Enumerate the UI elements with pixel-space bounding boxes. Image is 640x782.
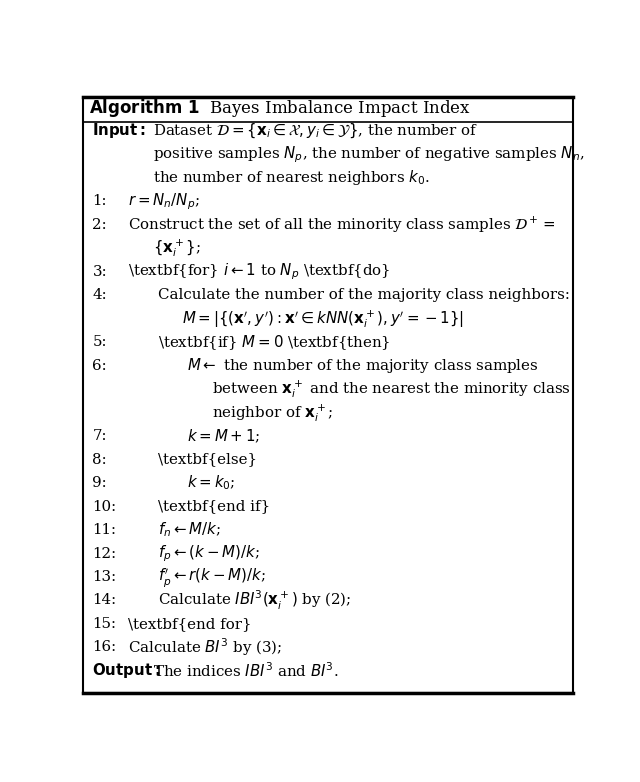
Text: 12:: 12: — [92, 547, 116, 561]
Text: $f_n \leftarrow M/k$;: $f_n \leftarrow M/k$; — [157, 521, 221, 540]
Text: $\mathbf{Output:}$: $\mathbf{Output:}$ — [92, 662, 161, 680]
Text: 3:: 3: — [92, 265, 107, 278]
Text: between $\mathbf{x}_i^+$ and the nearest the minority class: between $\mathbf{x}_i^+$ and the nearest… — [212, 378, 571, 400]
Text: $\mathbf{Algorithm\ 1}$  Bayes Imbalance Impact Index: $\mathbf{Algorithm\ 1}$ Bayes Imbalance … — [90, 98, 471, 120]
Text: 10:: 10: — [92, 500, 116, 514]
Text: $k = k_0$;: $k = k_0$; — [187, 474, 236, 493]
Text: Construct the set of all the minority class samples $\mathcal{D}^+ =$: Construct the set of all the minority cl… — [128, 214, 556, 235]
Text: \textbf{for} $i \leftarrow 1$ to $N_p$ \textbf{do}: \textbf{for} $i \leftarrow 1$ to $N_p$ \… — [128, 261, 390, 282]
Text: 2:: 2: — [92, 217, 107, 231]
Text: \textbf{end if}: \textbf{end if} — [157, 500, 269, 514]
Text: 13:: 13: — [92, 570, 116, 584]
Text: 9:: 9: — [92, 476, 107, 490]
Text: $f_p \leftarrow (k - M)/k$;: $f_p \leftarrow (k - M)/k$; — [157, 543, 259, 564]
Text: $\mathbf{Input:}$: $\mathbf{Input:}$ — [92, 121, 147, 140]
Text: 6:: 6: — [92, 359, 107, 373]
Text: Calculate $BI^3$ by (3);: Calculate $BI^3$ by (3); — [128, 637, 282, 658]
Text: 7:: 7: — [92, 429, 107, 443]
Text: Dataset $\mathcal{D} = \{\mathbf{x}_i \in \mathcal{X}, y_i \in \mathcal{Y}\}$, t: Dataset $\mathcal{D} = \{\mathbf{x}_i \i… — [153, 121, 478, 140]
Text: 5:: 5: — [92, 335, 107, 350]
Text: The indices $IBI^3$ and $BI^3$.: The indices $IBI^3$ and $BI^3$. — [153, 662, 339, 680]
Text: the number of nearest neighbors $k_0$.: the number of nearest neighbors $k_0$. — [153, 168, 429, 187]
Text: positive samples $N_p$, the number of negative samples $N_n$,: positive samples $N_p$, the number of ne… — [153, 144, 584, 164]
Text: 1:: 1: — [92, 194, 107, 208]
Text: \textbf{if} $M = 0$ \textbf{then}: \textbf{if} $M = 0$ \textbf{then} — [157, 333, 390, 352]
Text: 14:: 14: — [92, 594, 116, 608]
Text: 16:: 16: — [92, 640, 116, 655]
Text: 15:: 15: — [92, 617, 116, 631]
Text: $f_p' \leftarrow r(k - M)/k$;: $f_p' \leftarrow r(k - M)/k$; — [157, 565, 266, 589]
Text: 11:: 11: — [92, 523, 116, 537]
Text: Calculate $IBI^3(\mathbf{x}_i^+)$ by (2);: Calculate $IBI^3(\mathbf{x}_i^+)$ by (2)… — [157, 589, 351, 612]
Text: neighbor of $\mathbf{x}_i^+$;: neighbor of $\mathbf{x}_i^+$; — [212, 402, 333, 424]
Text: Calculate the number of the majority class neighbors:: Calculate the number of the majority cla… — [157, 289, 570, 302]
Text: $M \leftarrow$ the number of the majority class samples: $M \leftarrow$ the number of the majorit… — [187, 356, 539, 375]
Text: \textbf{end for}: \textbf{end for} — [128, 617, 252, 631]
Text: 4:: 4: — [92, 289, 107, 302]
Text: $M = |\{(\mathbf{x}', y') : \mathbf{x}' \in kNN(\mathbf{x}_i^+), y' = -1\}|$: $M = |\{(\mathbf{x}', y') : \mathbf{x}' … — [182, 308, 465, 329]
Text: $\{\mathbf{x}_i^+\}$;: $\{\mathbf{x}_i^+\}$; — [153, 237, 201, 259]
Text: 8:: 8: — [92, 453, 107, 467]
Text: $r = N_n/N_p$;: $r = N_n/N_p$; — [128, 191, 200, 212]
Text: \textbf{else}: \textbf{else} — [157, 453, 257, 467]
Text: $k = M + 1$;: $k = M + 1$; — [187, 428, 260, 445]
